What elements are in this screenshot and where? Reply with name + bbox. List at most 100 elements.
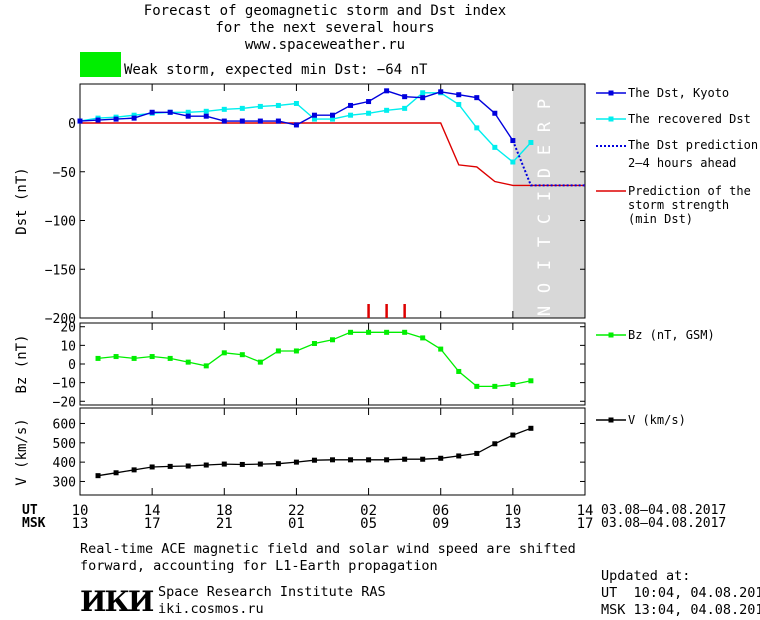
v-panel: 600 500 400 300 V (km/s)	[14, 407, 586, 496]
bz-point	[293, 348, 299, 354]
chart-subtitle: for the next several hours	[215, 20, 435, 36]
legend-recovered-sample-marker	[608, 116, 614, 122]
dst-panel: 0 −50 −100 −150 −200 Dst (nT)	[14, 83, 586, 327]
bz-point	[528, 378, 534, 384]
storm-level-indicator	[80, 52, 121, 77]
dst-kyoto-point	[203, 113, 209, 119]
legend-bz: Bz (nT, GSM)	[628, 328, 715, 342]
bz-point	[203, 363, 209, 369]
v-point	[257, 461, 263, 467]
ut-tick-label: 22	[288, 503, 305, 519]
dst-recovered-point	[311, 116, 317, 122]
dst-kyoto-point	[293, 122, 299, 128]
dst-ytick-label: −150	[45, 263, 76, 278]
storm-level-text: Weak storm, expected min Dst: −64 nT	[124, 62, 428, 78]
bz-point	[456, 368, 462, 374]
dst-recovered-point	[456, 101, 462, 107]
bz-point	[311, 341, 317, 346]
bz-point	[185, 359, 191, 365]
bz-point	[239, 352, 245, 358]
legend-v-sample-marker	[608, 417, 614, 423]
legend-storm-strength: Prediction of the	[628, 184, 751, 198]
v-ytick-label: 300	[53, 475, 76, 490]
prediction-letter: C	[535, 214, 555, 224]
msk-date-range: 03.08–04.08.2017	[601, 516, 727, 531]
storm-strength-line	[80, 122, 585, 187]
v-point	[438, 455, 444, 461]
legend-bz-sample-marker	[608, 332, 614, 338]
v-ylabel: V (km/s)	[14, 418, 30, 485]
dst-kyoto-point	[131, 115, 137, 121]
v-point	[330, 457, 335, 463]
v-frame	[79, 407, 586, 496]
v-point	[221, 461, 227, 467]
v-point	[366, 457, 372, 463]
dst-kyoto-point	[492, 110, 498, 116]
dst-ytick-label: −100	[45, 215, 76, 230]
institute-name: Space Research Institute RAS	[158, 584, 386, 600]
dst-recovered-point	[528, 140, 534, 145]
dst-kyoto-point	[221, 118, 227, 124]
dst-recovered-point	[275, 102, 281, 108]
dst-recovered-point	[420, 90, 426, 96]
bz-point	[257, 359, 263, 365]
dst-kyoto-point	[456, 92, 462, 98]
legend-v: V (km/s)	[628, 413, 686, 427]
bz-ytick-label: −10	[53, 377, 76, 392]
dst-recovered-point	[203, 108, 209, 114]
bz-ytick-label: 0	[68, 358, 76, 373]
ut-date-range: 03.08–04.08.2017	[601, 503, 727, 518]
msk-tick-label: 13	[72, 516, 89, 532]
dst-recovered-point	[239, 105, 245, 111]
dst-recovered-point	[293, 101, 299, 106]
ut-tick-label: 10	[504, 503, 521, 519]
v-point	[203, 462, 209, 468]
v-point	[167, 463, 173, 469]
ut-axis-label: UT	[22, 503, 38, 518]
v-point	[384, 457, 390, 463]
dst-kyoto-point	[402, 94, 408, 100]
msk-tick-label: 17	[577, 516, 594, 532]
msk-tick-label: 01	[288, 516, 305, 532]
ut-tick-label: 02	[360, 503, 377, 519]
dst-kyoto-point	[474, 95, 480, 101]
dst-recovered-point	[185, 109, 191, 115]
chart-title: Forecast of geomagnetic storm and Dst in…	[143, 3, 507, 19]
bz-panel: 20 10 0 −10 −20 Bz (nT)	[14, 321, 586, 410]
v-point	[492, 441, 498, 447]
source-url[interactable]: www.spaceweather.ru	[244, 37, 406, 53]
dst-recovered-point	[510, 159, 516, 165]
bz-point	[275, 348, 281, 354]
v-point	[95, 473, 101, 479]
v-point	[528, 425, 534, 431]
msk-axis-label: MSK	[22, 516, 46, 531]
dst-kyoto-point	[330, 112, 335, 118]
v-point	[275, 461, 281, 467]
ut-tick-label: 10	[72, 503, 89, 519]
prediction-band	[512, 84, 585, 318]
dst-kyoto-point	[438, 89, 444, 95]
legend-dst-kyoto: The Dst, Kyoto	[628, 86, 730, 100]
footer-note-line1: Real-time ACE magnetic field and solar w…	[80, 541, 576, 557]
v-point	[293, 459, 299, 465]
dst-kyoto-point	[113, 116, 119, 122]
bz-point	[167, 355, 173, 361]
institute-url[interactable]: iki.cosmos.ru	[158, 601, 264, 617]
bz-ytick-label: −20	[53, 395, 76, 410]
v-point	[402, 456, 408, 462]
v-point	[311, 457, 317, 463]
dst-recovered-point	[221, 106, 227, 112]
dst-kyoto-point	[420, 95, 426, 101]
dst-prediction-line	[511, 140, 585, 187]
bz-point	[474, 383, 480, 389]
dst-recovered-line	[79, 92, 532, 163]
ut-tick-label: 06	[432, 503, 449, 519]
dst-ytick-label: 0	[68, 117, 76, 132]
dst-recovered-point	[492, 144, 498, 150]
updated-msk: MSK 13:04, 04.08.2017	[601, 602, 760, 618]
ut-tick-label: 18	[216, 503, 233, 519]
dst-kyoto-point	[95, 117, 101, 123]
v-ytick-label: 500	[53, 437, 76, 452]
v-point	[510, 432, 516, 438]
